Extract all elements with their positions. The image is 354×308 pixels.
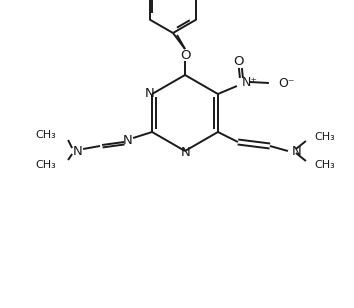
Text: O: O [180,48,190,62]
Text: N: N [73,144,83,157]
Text: CH₃: CH₃ [35,160,56,170]
Text: N: N [181,145,191,159]
Text: N: N [292,144,302,157]
Text: CH₃: CH₃ [314,160,335,170]
Text: N: N [123,133,133,147]
Text: CH₃: CH₃ [314,132,335,142]
Text: O: O [234,55,244,67]
Text: O⁻: O⁻ [278,76,295,90]
Text: N: N [145,87,155,99]
Text: N⁺: N⁺ [242,75,258,88]
Text: CH₃: CH₃ [35,130,56,140]
